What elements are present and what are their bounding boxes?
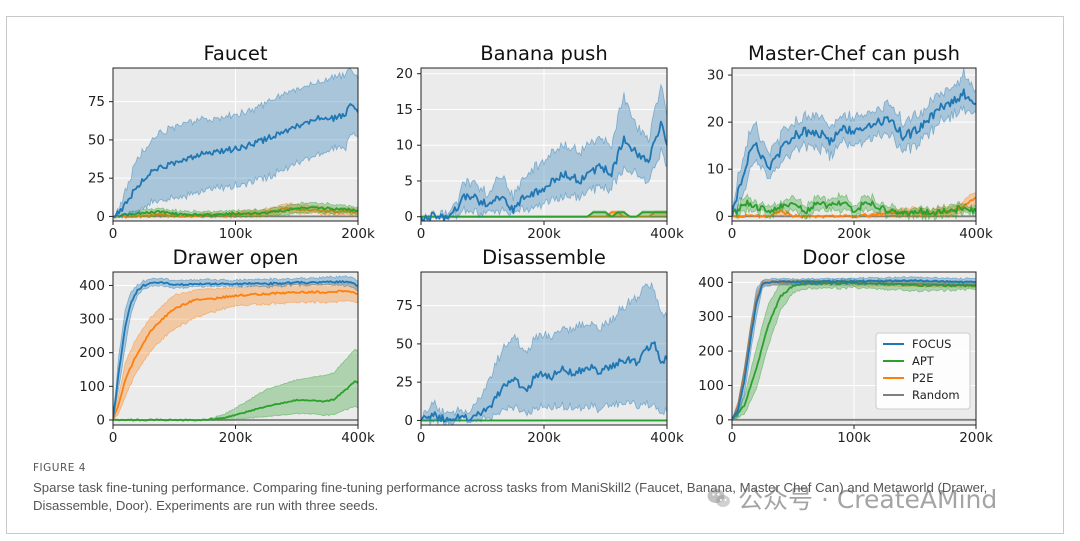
x-tick-label: 0 [417, 226, 426, 242]
series-line-p2e [732, 196, 976, 219]
series-line-apt [113, 380, 358, 422]
y-tick-label: 400 [79, 278, 105, 294]
y-tick-label: 50 [88, 132, 105, 148]
x-tick-label: 0 [417, 430, 426, 446]
chart-title: Door close [802, 246, 905, 269]
series-line-focus [732, 279, 976, 421]
chart-banana-push: 0 200k 400k 0 5 10 15 20 Banana push [396, 42, 684, 242]
x-tick-label: 400k [650, 226, 684, 242]
y-tick-label: 0 [404, 413, 413, 429]
watermark: 公众号 · CreateAMind [706, 480, 997, 516]
series-line-focus [113, 280, 358, 421]
x-tick-label: 100k [219, 226, 253, 242]
y-tick-label: 0 [404, 209, 413, 225]
chart-title: Master-Chef can push [748, 42, 960, 65]
chart-faucet: 0 100k 200k 0 25 50 75 Faucet [88, 42, 375, 242]
series-line-apt [421, 211, 667, 218]
series-line-p2e [113, 289, 358, 421]
chart-title: Disassemble [482, 246, 606, 269]
y-tick-label: 300 [79, 312, 105, 328]
band-focus [732, 68, 976, 217]
band-focus [732, 276, 976, 421]
y-tick-label: 50 [396, 336, 413, 352]
plot-content [732, 276, 976, 421]
series-line-focus [113, 103, 358, 219]
x-tick-label: 0 [728, 226, 737, 242]
band-apt [732, 191, 976, 221]
y-tick-label: 0 [715, 412, 724, 428]
y-tick-label: 20 [707, 115, 724, 131]
y-tick-label: 30 [707, 68, 724, 84]
legend-label-focus: FOCUS [912, 337, 951, 351]
band-focus [421, 282, 667, 425]
plot-content [113, 275, 358, 422]
x-tick-label: 200k [837, 226, 871, 242]
y-tick-label: 100 [79, 379, 105, 395]
x-tick-label: 200k [527, 226, 561, 242]
chart-disassemble: 0 200k 400k 0 25 50 75 Disassemble [396, 246, 684, 446]
plot-content [113, 68, 358, 220]
series-line-focus [421, 341, 667, 423]
chart-drawer-open: 0 200k 400k 0 100 200 300 400 Drawer open [79, 246, 375, 446]
y-tick-label: 400 [698, 275, 724, 291]
chart-door-close: 0 100k 200k 0 100 200 300 400 Door close FOCUS APT… [698, 246, 993, 446]
x-tick-label: 200k [341, 226, 375, 242]
series-line-focus [421, 120, 667, 221]
plot-content [732, 68, 976, 221]
band-p2e [113, 281, 358, 421]
series-line-apt [732, 199, 976, 217]
y-tick-label: 200 [698, 344, 724, 360]
figure-label: FIGURE 4 [33, 462, 86, 474]
plot-content [421, 282, 667, 425]
plot-content [421, 83, 667, 221]
chart-master-chef-can-push: 0 200k 400k 0 10 20 30 Master-Chef can push [707, 42, 993, 242]
y-tick-label: 200 [79, 345, 105, 361]
x-tick-label: 400k [341, 430, 375, 446]
series-line-apt [113, 206, 358, 218]
y-tick-label: 0 [715, 209, 724, 225]
wechat-logo-icon [707, 489, 730, 507]
legend-label-apt: APT [912, 354, 935, 368]
legend-label-p2e: P2E [912, 371, 934, 385]
x-tick-label: 200k [959, 430, 993, 446]
x-tick-label: 100k [837, 430, 871, 446]
legend-label-random: Random [912, 388, 960, 402]
y-tick-label: 0 [96, 412, 105, 428]
x-tick-label: 400k [959, 226, 993, 242]
series-line-focus [732, 88, 976, 217]
y-tick-label: 25 [88, 171, 105, 187]
y-tick-label: 75 [88, 94, 105, 110]
y-tick-label: 0 [96, 209, 105, 225]
figure-caption: Sparse task fine-tuning performance. Com… [33, 480, 988, 513]
y-tick-label: 25 [396, 375, 413, 391]
watermark-text: 公众号 · CreateAMind [738, 485, 998, 514]
y-tick-label: 20 [396, 66, 413, 82]
x-tick-label: 0 [109, 226, 118, 242]
y-tick-label: 10 [707, 162, 724, 178]
chart-title: Faucet [203, 42, 267, 65]
y-tick-label: 75 [396, 298, 413, 314]
chart-title: Drawer open [173, 246, 299, 269]
x-tick-label: 0 [728, 430, 737, 446]
x-tick-label: 0 [109, 430, 118, 446]
y-tick-label: 300 [698, 309, 724, 325]
legend-box [875, 332, 971, 410]
x-tick-label: 400k [650, 430, 684, 446]
band-apt [732, 277, 976, 421]
chart-title: Banana push [480, 42, 607, 65]
x-tick-label: 200k [219, 430, 253, 446]
series-line-apt [732, 281, 976, 421]
y-tick-label: 15 [396, 102, 413, 118]
legend: FOCUS APT P2E Random [875, 332, 971, 410]
y-tick-label: 100 [698, 378, 724, 394]
y-tick-label: 10 [396, 138, 413, 154]
band-focus [113, 68, 358, 219]
x-tick-label: 200k [527, 430, 561, 446]
series-line-p2e [113, 206, 358, 219]
y-tick-label: 5 [404, 173, 413, 189]
